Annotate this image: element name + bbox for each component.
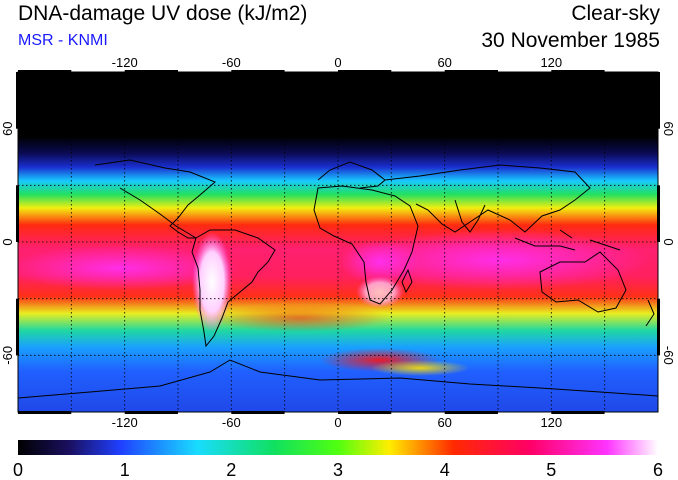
- lon-label-top-e120: 120: [540, 55, 562, 70]
- date-label: 30 November 1985: [481, 29, 660, 52]
- colorbar: 0 1 2 3 4 5 6: [13, 440, 663, 480]
- colorbar-label-2: 2: [226, 460, 236, 480]
- map-frame: [16, 70, 660, 414]
- coast-central-america: [119, 187, 197, 239]
- lon-label-bottom-w120: -120: [112, 415, 138, 430]
- lon-label-bottom-e120: 120: [540, 415, 562, 430]
- colorbar-gradient: [18, 440, 658, 455]
- colorbar-label-1: 1: [120, 460, 130, 480]
- coast-antarctica: [18, 359, 658, 399]
- lon-label-top-w60: -60: [222, 55, 241, 70]
- colorbar-label-5: 5: [546, 460, 556, 480]
- lon-label-bottom-0: 0: [334, 415, 341, 430]
- coast-north-america: [94, 159, 216, 239]
- lat-label-right-0: 0: [661, 238, 676, 245]
- lon-label-bottom-e60: 60: [437, 415, 451, 430]
- lat-label-left-s60: -60: [0, 346, 15, 365]
- graticule: [18, 72, 658, 412]
- coast-indonesia: [514, 229, 621, 251]
- colorbar-label-3: 3: [333, 460, 343, 480]
- coast-madagascar: [401, 268, 413, 294]
- lon-label-top-0: 0: [334, 55, 341, 70]
- lat-label-right-s60: -60: [661, 346, 676, 365]
- lon-label-top-e60: 60: [437, 55, 451, 70]
- lat-label-right-n60: 60: [661, 121, 676, 135]
- coast-south-america: [191, 229, 276, 348]
- colorbar-label-4: 4: [440, 460, 450, 480]
- lon-label-bottom-w60: -60: [222, 415, 241, 430]
- coast-europe: [317, 161, 386, 189]
- coast-indian-peninsula: [454, 199, 486, 233]
- lon-label-top-w120: -120: [112, 55, 138, 70]
- coast-africa: [313, 185, 419, 305]
- colorbar-label-6: 6: [653, 460, 663, 480]
- sky-condition-label: Clear-sky: [571, 2, 660, 25]
- coast-new-zealand: [645, 299, 655, 327]
- lat-label-left-n60: 60: [0, 121, 15, 135]
- source-label: MSR - KNMI: [18, 32, 108, 49]
- colorbar-label-0: 0: [13, 460, 23, 480]
- lat-label-left-0: 0: [0, 238, 15, 245]
- map-title: DNA-damage UV dose (kJ/m2): [18, 2, 308, 25]
- coast-australia: [539, 251, 627, 313]
